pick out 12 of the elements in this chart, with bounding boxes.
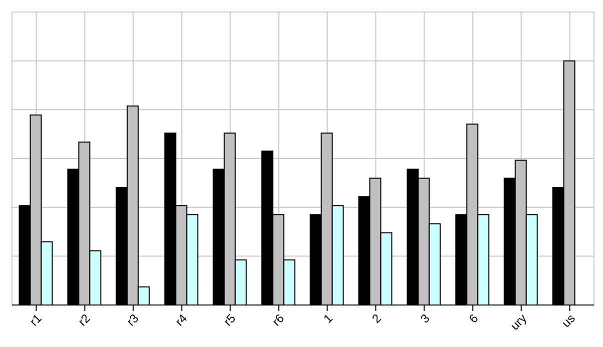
x-tick-label: r4	[172, 311, 190, 329]
x-tick-label: r2	[75, 311, 94, 329]
x-tick-label: 3	[418, 311, 433, 326]
x-tick-label: ury	[508, 311, 530, 333]
x-tick-label: 2	[369, 311, 384, 326]
x-tick-label: r1	[26, 311, 45, 329]
x-tick-label: us	[559, 311, 578, 330]
x-tick-label: r5	[220, 311, 239, 329]
x-tick-label: r3	[124, 311, 142, 329]
x-tick-label: 1	[320, 311, 336, 326]
x-tick-label: 6	[466, 311, 482, 326]
x-tick-label: r6	[269, 311, 288, 329]
